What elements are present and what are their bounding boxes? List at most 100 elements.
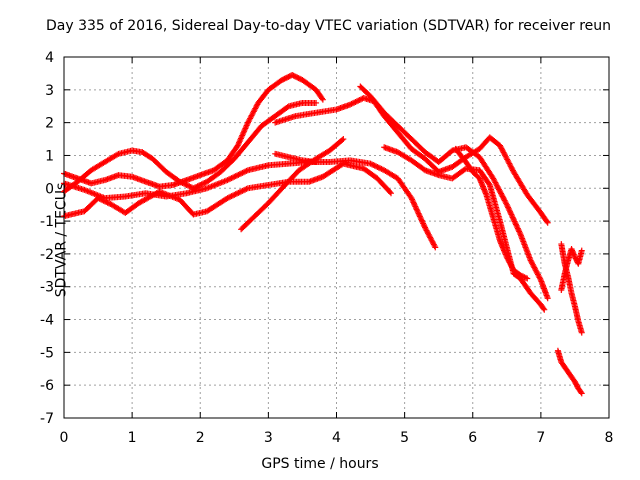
x-tick-label: 7 xyxy=(536,430,545,446)
x-tick-label: 6 xyxy=(468,430,477,446)
plus-marker xyxy=(239,187,246,194)
plus-marker xyxy=(544,219,551,226)
plus-marker xyxy=(104,199,111,206)
y-tick-label: 2 xyxy=(45,116,54,132)
plus-marker xyxy=(358,96,365,103)
plus-marker xyxy=(356,96,363,103)
plus-marker xyxy=(339,137,346,144)
plus-marker xyxy=(367,160,374,167)
plus-marker xyxy=(507,262,514,269)
series-s7 xyxy=(272,95,551,226)
plus-marker xyxy=(571,378,578,385)
series-s8 xyxy=(357,83,551,302)
plus-marker xyxy=(97,196,104,203)
plus-marker xyxy=(194,183,201,190)
plus-marker xyxy=(351,99,358,106)
plus-marker xyxy=(179,180,186,187)
plus-marker xyxy=(198,181,205,188)
plus-marker xyxy=(178,179,185,186)
plus-marker xyxy=(374,163,381,170)
plus-marker xyxy=(540,305,547,312)
plus-marker xyxy=(235,189,242,196)
plus-marker xyxy=(228,193,235,200)
plus-marker xyxy=(378,165,385,172)
plus-marker xyxy=(388,190,394,197)
plus-marker xyxy=(101,198,108,205)
plus-marker xyxy=(96,195,103,202)
plus-marker xyxy=(239,169,246,176)
plus-marker xyxy=(229,192,236,199)
plus-marker xyxy=(105,200,112,207)
x-axis-label: GPS time / hours xyxy=(261,456,379,472)
plus-marker xyxy=(577,389,584,396)
plus-marker xyxy=(503,200,510,207)
plus-marker xyxy=(197,181,204,188)
plus-marker xyxy=(95,195,102,202)
plus-marker xyxy=(347,101,354,108)
plus-marker xyxy=(375,164,382,171)
x-tick-label: 4 xyxy=(332,430,341,446)
plus-marker xyxy=(183,181,190,188)
plus-marker xyxy=(243,185,250,192)
plus-marker xyxy=(99,197,106,204)
axis-ticks: -7 -6 -5 -4 -3 -2 -1 0 1 2 3 4 0 1 2 3 4 5 6 7 8 xyxy=(40,50,613,446)
plus-marker xyxy=(517,272,524,279)
plus-marker xyxy=(184,182,191,189)
plus-marker xyxy=(572,380,579,387)
plus-marker xyxy=(373,163,380,170)
plus-marker xyxy=(240,169,247,176)
plus-marker xyxy=(201,180,208,187)
plus-marker xyxy=(504,255,511,262)
x-tick-label: 2 xyxy=(196,430,205,446)
plus-marker xyxy=(234,172,241,179)
series-s3 xyxy=(61,157,439,251)
y-tick-label: -6 xyxy=(40,378,54,394)
plus-marker xyxy=(284,104,291,111)
plus-marker xyxy=(313,99,320,106)
plus-marker xyxy=(229,174,236,181)
plus-marker xyxy=(485,180,492,187)
plus-marker xyxy=(578,247,585,254)
series-s2 xyxy=(61,99,320,195)
plus-marker xyxy=(224,195,231,202)
plus-marker xyxy=(103,199,110,206)
x-tick-label: 5 xyxy=(400,430,409,446)
y-tick-label: -4 xyxy=(40,313,54,329)
plus-marker xyxy=(236,189,243,196)
plus-marker xyxy=(571,254,578,261)
plus-marker xyxy=(340,136,347,143)
plus-marker xyxy=(509,264,516,271)
plus-marker xyxy=(544,295,551,302)
plus-marker xyxy=(521,274,528,281)
plus-marker xyxy=(573,382,580,389)
plus-marker xyxy=(228,175,235,182)
plus-marker xyxy=(355,97,362,104)
y-tick-label: -5 xyxy=(40,345,54,361)
plus-marker xyxy=(518,272,525,279)
series-s9 xyxy=(381,144,548,313)
plus-marker xyxy=(432,244,439,251)
plus-marker xyxy=(187,183,194,190)
data-points xyxy=(61,72,585,397)
x-tick-label: 8 xyxy=(605,430,614,446)
plus-marker xyxy=(186,183,193,190)
y-tick-label: 3 xyxy=(45,83,54,99)
plus-marker xyxy=(242,168,249,175)
plus-marker xyxy=(231,173,238,180)
plus-marker xyxy=(319,96,326,103)
plus-marker xyxy=(543,218,550,225)
plus-marker xyxy=(448,148,455,155)
plus-marker xyxy=(578,390,585,397)
plus-marker xyxy=(508,263,515,270)
plus-marker xyxy=(242,186,249,193)
plus-marker xyxy=(319,95,326,102)
plus-marker xyxy=(505,256,512,263)
plus-marker xyxy=(238,188,245,195)
plus-marker xyxy=(371,162,378,169)
series-s13 xyxy=(558,245,585,294)
plus-marker xyxy=(506,259,513,266)
plus-marker xyxy=(507,260,514,267)
plus-marker xyxy=(114,151,121,158)
plus-marker xyxy=(420,166,427,173)
